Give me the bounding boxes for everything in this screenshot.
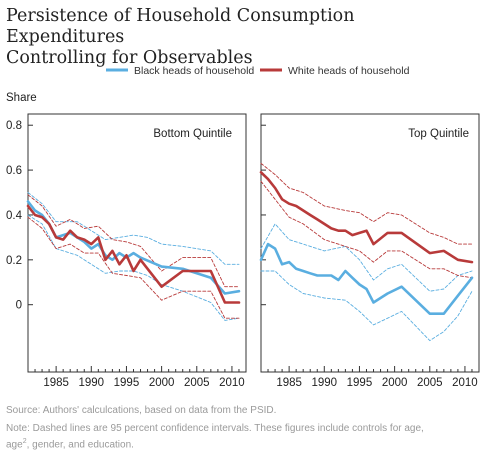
x-tick-label: 1985: [43, 377, 69, 389]
ci-band-line-left-5: [27, 216, 240, 319]
ci-band-line-right-5: [260, 180, 473, 279]
ci-band-line-right-3: [260, 270, 473, 342]
chart-title-line-2: Controlling for Observables: [6, 48, 253, 68]
panel-frame-right: [260, 113, 480, 373]
source-note: Source: Authors' calculcations, based on…: [6, 405, 277, 416]
confidence-note: Note: Dashed lines are 95 percent confid…: [6, 422, 482, 451]
ci-band-line-right-4: [260, 162, 473, 245]
chart-notes: Source: Authors' calculcations, based on…: [6, 404, 482, 456]
axis-ticks: [27, 124, 480, 372]
x-tick-label: 1995: [347, 377, 373, 389]
y-tick-label: 0.8: [6, 120, 22, 132]
confidence-note-line-1: Note: Dashed lines are 95 percent confid…: [6, 423, 424, 434]
x-tick-label: 1990: [78, 377, 104, 389]
x-tick-label: 1985: [276, 377, 302, 389]
panel-title-right: Top Quintile: [408, 128, 469, 140]
series-line-right-1: [259, 171, 474, 264]
confidence-note-line-2-pre: age: [6, 439, 23, 451]
series-line-left-1: [26, 204, 241, 304]
series-group-right: [259, 162, 474, 342]
ci-band-line-left-4: [27, 194, 240, 288]
series-group-left: [26, 192, 241, 321]
legend: Black heads of household White heads of …: [106, 65, 410, 77]
y-tick-label: 0: [16, 300, 22, 312]
y-tick-labels: 0 0.2 0.4 0.6 0.8: [6, 120, 23, 311]
y-axis-label: Share: [6, 92, 37, 104]
chart-title: Persistence of Household Consumption Exp…: [6, 6, 476, 69]
legend-label-white: White heads of household: [288, 65, 410, 77]
x-tick-labels: 1985 1990 1995 2000 2005 2010 1985 1990 1995 2000…: [43, 377, 477, 389]
x-tick-label: 2010: [452, 377, 478, 389]
x-tick-label: 2005: [417, 377, 443, 389]
panel-title-left: Bottom Quintile: [153, 128, 232, 140]
ci-band-line-left-2: [27, 192, 240, 265]
x-tick-label: 2005: [184, 377, 210, 389]
ci-band-line-right-2: [260, 223, 473, 292]
legend-label-black: Black heads of household: [134, 65, 254, 77]
y-tick-label: 0.2: [6, 255, 22, 267]
x-tick-label: 1995: [114, 377, 140, 389]
x-tick-label: 2000: [149, 377, 175, 389]
x-tick-label: 2010: [219, 377, 245, 389]
series-line-right-0: [259, 242, 474, 316]
confidence-note-superscript: 2: [22, 438, 27, 445]
panel-frame-left: [27, 113, 247, 373]
ci-band-line-left-3: [27, 214, 240, 321]
y-tick-label: 0.4: [6, 210, 23, 222]
x-tick-label: 1990: [311, 377, 337, 389]
y-tick-label: 0.6: [6, 165, 22, 177]
confidence-note-line-2-post: , gender, and education.: [26, 439, 134, 451]
chart-title-line-1: Persistence of Household Consumption Exp…: [6, 6, 355, 47]
x-tick-label: 2000: [382, 377, 408, 389]
